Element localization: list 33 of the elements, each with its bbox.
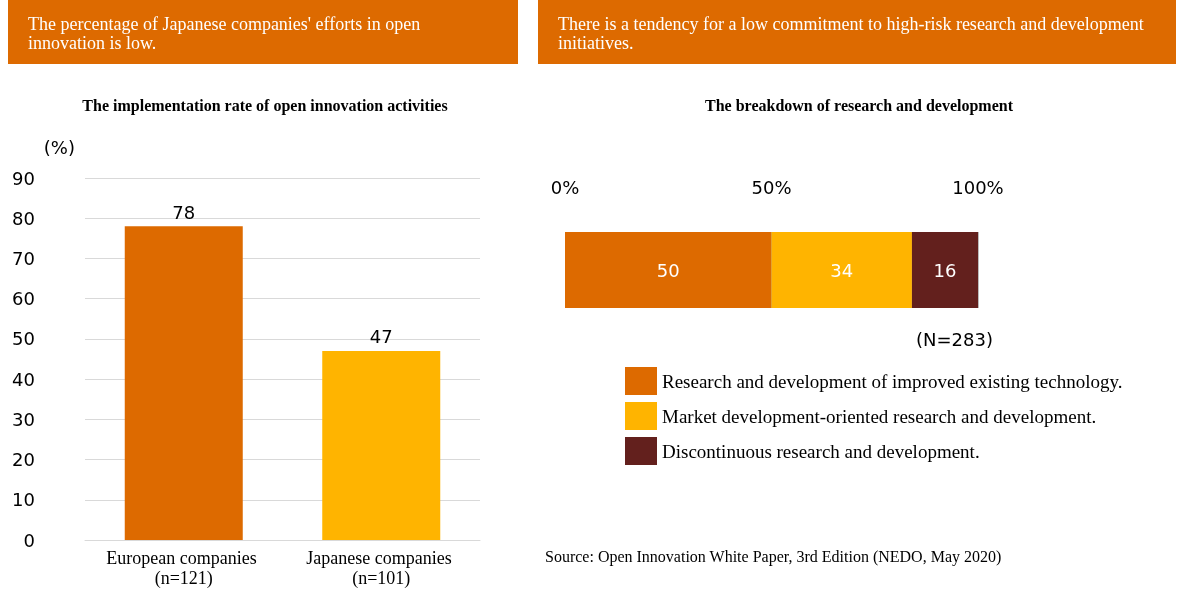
- data-label: 16: [933, 259, 957, 281]
- data-label: 78: [172, 201, 196, 223]
- bar: [911, 232, 978, 308]
- x-tick-label: 50%: [751, 176, 792, 198]
- data-label: 50: [656, 259, 680, 281]
- y-tick-label: 0: [23, 529, 35, 551]
- x-tick-label: European companies (n=121): [106, 548, 262, 589]
- bar: [565, 232, 772, 308]
- x-tick-label: Japanese companies (n=101): [306, 548, 457, 589]
- legend-label: Discontinuous research and development.: [662, 440, 980, 462]
- y-tick-label: 90: [12, 167, 35, 189]
- y-tick-label: 80: [12, 207, 35, 229]
- y-tick-label: 30: [12, 408, 35, 430]
- x-tick-label: 100%: [952, 176, 1004, 198]
- text: (N=283): [916, 328, 993, 350]
- chart-subtitle: There is a tendency for a low commitment to high-risk research and development initiatives.: [558, 13, 1149, 53]
- legend-label: Research and development of improved existing technology.: [662, 370, 1123, 392]
- x-tick-label: 0%: [550, 176, 580, 198]
- chart-title: The breakdown of research and development: [704, 96, 1014, 115]
- y-tick-label: 10: [12, 489, 35, 511]
- y-tick-label: 40: [12, 368, 35, 390]
- data-label: 34: [830, 259, 854, 281]
- legend-label: Market development-oriented research and development.: [662, 405, 1097, 427]
- y-axis-title: (%): [43, 136, 75, 158]
- bar: [771, 232, 912, 308]
- chart-subtitle: The percentage of Japanese companies' efforts in open innovation is low.: [28, 13, 425, 53]
- y-tick-label: 50: [12, 328, 35, 350]
- chart-title: The implementation rate of open innovation activities: [82, 96, 448, 115]
- y-tick-label: 70: [12, 247, 35, 269]
- y-tick-label: 20: [12, 449, 35, 471]
- source-note: Source: Open Innovation White Paper, 3rd Edition (NEDO, May 2020): [545, 547, 1002, 566]
- y-tick-label: 60: [12, 288, 35, 310]
- data-label: 47: [369, 326, 393, 348]
